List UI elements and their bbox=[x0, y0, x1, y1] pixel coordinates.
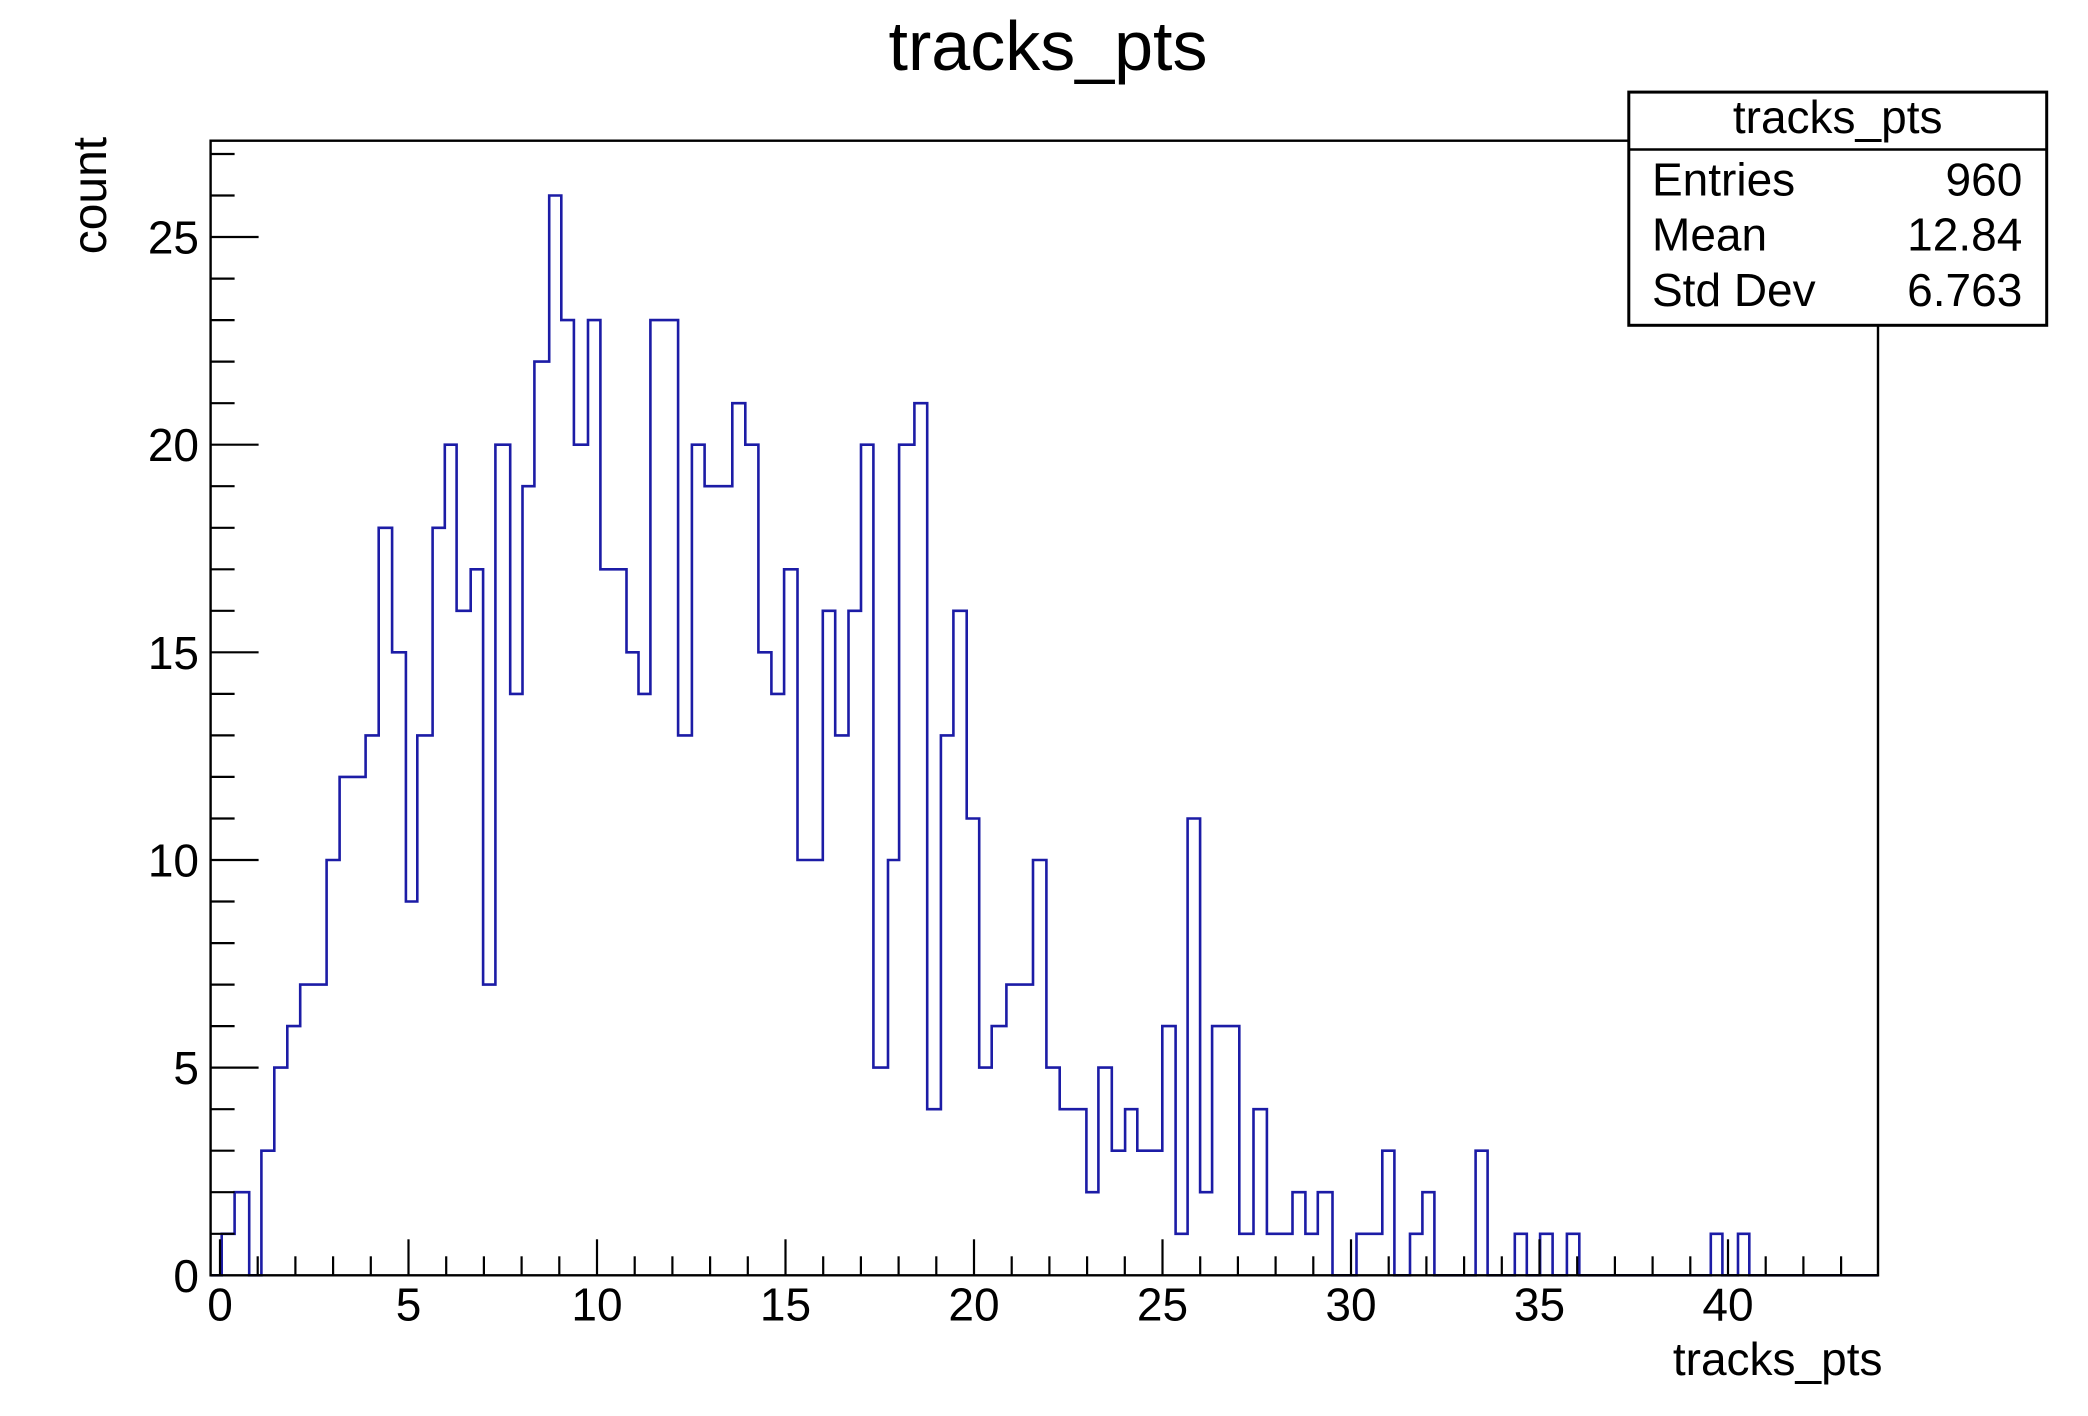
svg-text:Entries: Entries bbox=[1652, 153, 1795, 205]
svg-text:tracks_pts: tracks_pts bbox=[1733, 91, 1943, 143]
svg-text:tracks_pts: tracks_pts bbox=[1673, 1333, 1883, 1385]
svg-text:960: 960 bbox=[1946, 153, 2023, 205]
svg-text:35: 35 bbox=[1514, 1279, 1565, 1331]
svg-text:5: 5 bbox=[173, 1042, 199, 1094]
svg-text:10: 10 bbox=[571, 1279, 622, 1331]
svg-text:30: 30 bbox=[1325, 1279, 1376, 1331]
svg-text:tracks_pts: tracks_pts bbox=[889, 7, 1208, 85]
svg-text:15: 15 bbox=[148, 627, 199, 679]
svg-text:20: 20 bbox=[148, 419, 199, 471]
svg-text:10: 10 bbox=[148, 835, 199, 887]
svg-text:0: 0 bbox=[173, 1250, 199, 1302]
svg-text:5: 5 bbox=[396, 1279, 422, 1331]
svg-text:0: 0 bbox=[207, 1279, 233, 1331]
svg-text:25: 25 bbox=[1137, 1279, 1188, 1331]
svg-text:12.84: 12.84 bbox=[1907, 209, 2022, 261]
svg-text:Mean: Mean bbox=[1652, 209, 1767, 261]
svg-text:15: 15 bbox=[760, 1279, 811, 1331]
svg-text:6.763: 6.763 bbox=[1907, 264, 2022, 316]
svg-text:Std Dev: Std Dev bbox=[1652, 264, 1816, 316]
svg-text:20: 20 bbox=[948, 1279, 999, 1331]
svg-text:count: count bbox=[64, 137, 117, 254]
svg-text:40: 40 bbox=[1702, 1279, 1753, 1331]
svg-text:25: 25 bbox=[148, 212, 199, 264]
